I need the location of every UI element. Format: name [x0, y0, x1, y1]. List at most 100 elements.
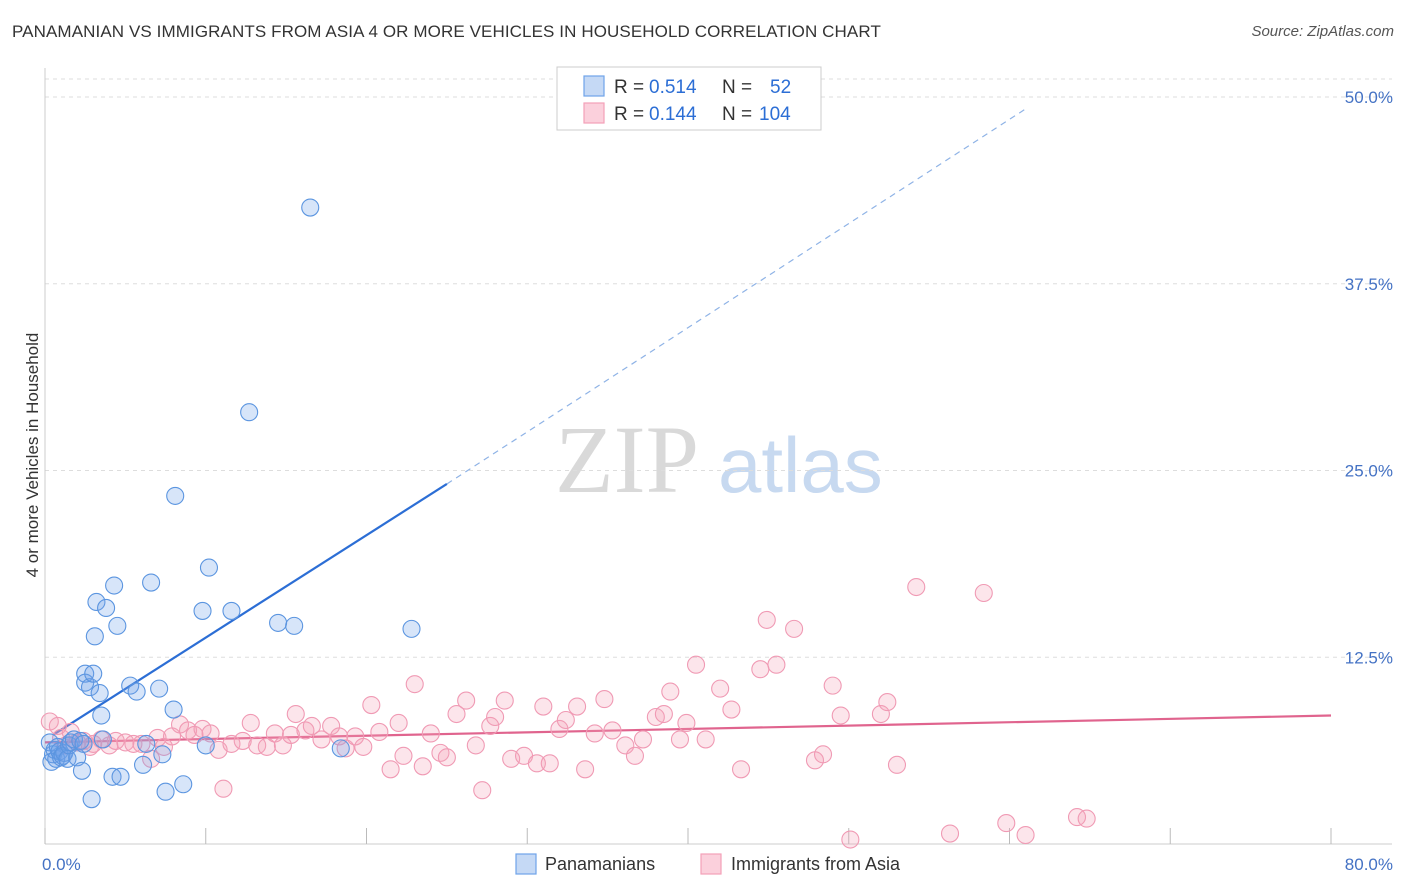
series-panamanians	[40, 198, 421, 809]
series-immigrants-from-asia	[40, 577, 1096, 849]
data-point-immigrants-from-asia	[940, 824, 960, 843]
data-point-panamanians	[174, 775, 193, 794]
legend-n-label-1: N =	[722, 77, 752, 98]
bottom-legend: Panamanians Immigrants from Asia	[515, 853, 901, 875]
data-point-panamanians	[301, 198, 320, 217]
y-axis-label: 4 or more Vehicles in Household	[23, 333, 42, 578]
legend-n-value-1: 52	[770, 77, 791, 98]
data-point-panamanians	[53, 746, 72, 765]
trend-line-immigrants-from-asia	[44, 714, 1332, 744]
trend-line-panamanians	[52, 483, 448, 736]
data-point-immigrants-from-asia	[466, 736, 485, 755]
data-point-immigrants-from-asia	[757, 610, 776, 629]
tick-labels: 12.5% 25.0% 37.5% 50.0% 0.0% 80.0%	[42, 88, 1393, 874]
data-point-immigrants-from-asia	[677, 713, 696, 733]
x-tick-label: 0.0%	[42, 855, 81, 874]
data-point-panamanians	[90, 684, 109, 703]
data-point-panamanians	[74, 734, 93, 753]
data-point-immigrants-from-asia	[633, 730, 653, 749]
data-point-immigrants-from-asia	[670, 730, 690, 749]
data-point-immigrants-from-asia	[257, 737, 276, 756]
data-point-immigrants-from-asia	[248, 736, 267, 755]
bottom-legend-panamanians: Panamanians	[545, 854, 655, 874]
data-point-immigrants-from-asia	[286, 704, 305, 724]
data-point-panamanians	[164, 700, 183, 719]
data-point-immigrants-from-asia	[1067, 808, 1087, 827]
data-point-immigrants-from-asia	[233, 731, 252, 750]
trend-line-panamanians-extended	[446, 108, 1026, 485]
data-point-panamanians	[71, 731, 90, 750]
legend-r-label-1: R =	[614, 77, 644, 98]
data-point-immigrants-from-asia	[148, 728, 167, 747]
y-tick-label: 25.0%	[1345, 462, 1393, 481]
data-point-panamanians	[85, 627, 104, 646]
data-point-panamanians	[222, 601, 241, 620]
data-point-immigrants-from-asia	[878, 693, 897, 712]
bottom-legend-immigrants-from-asia: Immigrants from Asia	[731, 854, 901, 874]
data-point-panamanians	[105, 576, 124, 595]
legend-n-value-2: 104	[759, 104, 791, 125]
legend-r-value-2: 0.144	[649, 104, 697, 125]
data-point-immigrants-from-asia	[132, 734, 151, 753]
data-point-immigrants-from-asia	[336, 739, 355, 758]
data-point-immigrants-from-asia	[214, 779, 233, 798]
data-point-panamanians	[72, 761, 92, 780]
data-point-panamanians	[199, 558, 219, 577]
data-point-immigrants-from-asia	[711, 679, 730, 698]
bottom-legend-swatch-panamanians	[515, 853, 537, 875]
data-point-immigrants-from-asia	[661, 682, 680, 701]
data-point-immigrants-from-asia	[556, 710, 575, 730]
data-point-panamanians	[64, 730, 83, 749]
data-point-panamanians	[93, 730, 112, 749]
watermark-zip: ZIP	[555, 406, 699, 513]
data-point-immigrants-from-asia	[495, 691, 514, 710]
data-point-panamanians	[269, 613, 288, 632]
data-point-immigrants-from-asia	[550, 719, 569, 739]
data-point-immigrants-from-asia	[370, 722, 389, 742]
watermark-atlas: atlas	[718, 421, 883, 509]
legend-r-label-2: R =	[614, 104, 644, 125]
data-point-immigrants-from-asia	[381, 760, 400, 779]
data-point-immigrants-from-asia	[907, 577, 926, 597]
bottom-legend-swatch-immigrants	[700, 853, 722, 875]
data-point-immigrants-from-asia	[686, 655, 706, 674]
data-point-panamanians	[108, 616, 127, 635]
source-label: Source: ZipAtlas.com	[1251, 23, 1394, 40]
data-point-immigrants-from-asia	[823, 676, 842, 695]
data-point-panamanians	[331, 739, 350, 758]
legend: R = 0.514 N = 52 R = 0.144 N = 104	[556, 66, 822, 131]
x-tick-label: 80.0%	[1345, 855, 1393, 874]
data-point-immigrants-from-asia	[654, 704, 673, 724]
legend-swatch-panamanians	[583, 75, 605, 97]
legend-r-value-1: 0.514	[649, 77, 697, 98]
data-point-panamanians	[137, 734, 156, 753]
data-point-immigrants-from-asia	[585, 724, 604, 743]
data-point-immigrants-from-asia	[486, 707, 505, 727]
data-point-immigrants-from-asia	[527, 754, 546, 773]
data-point-immigrants-from-asia	[568, 697, 587, 716]
data-point-immigrants-from-asia	[785, 619, 804, 638]
data-point-immigrants-from-asia	[302, 716, 321, 736]
data-point-immigrants-from-asia	[576, 760, 595, 779]
data-point-immigrants-from-asia	[437, 748, 456, 767]
data-point-immigrants-from-asia	[312, 730, 331, 749]
data-point-immigrants-from-asia	[831, 706, 850, 725]
data-point-panamanians	[166, 486, 185, 505]
data-point-immigrants-from-asia	[354, 737, 373, 756]
data-point-immigrants-from-asia	[241, 713, 260, 733]
data-point-immigrants-from-asia	[1077, 809, 1096, 828]
legend-n-label-2: N =	[722, 104, 752, 125]
data-point-panamanians	[240, 403, 259, 422]
data-point-panamanians	[156, 782, 175, 801]
data-point-immigrants-from-asia	[1016, 825, 1035, 845]
data-point-immigrants-from-asia	[696, 730, 715, 749]
gridlines	[45, 78, 1392, 658]
data-point-immigrants-from-asia	[974, 583, 993, 603]
data-point-panamanians	[87, 592, 106, 612]
trend-lines	[44, 108, 1332, 744]
data-point-panamanians	[134, 755, 153, 774]
data-point-panamanians	[80, 678, 100, 697]
data-point-panamanians	[193, 601, 212, 620]
data-point-immigrants-from-asia	[362, 696, 381, 715]
